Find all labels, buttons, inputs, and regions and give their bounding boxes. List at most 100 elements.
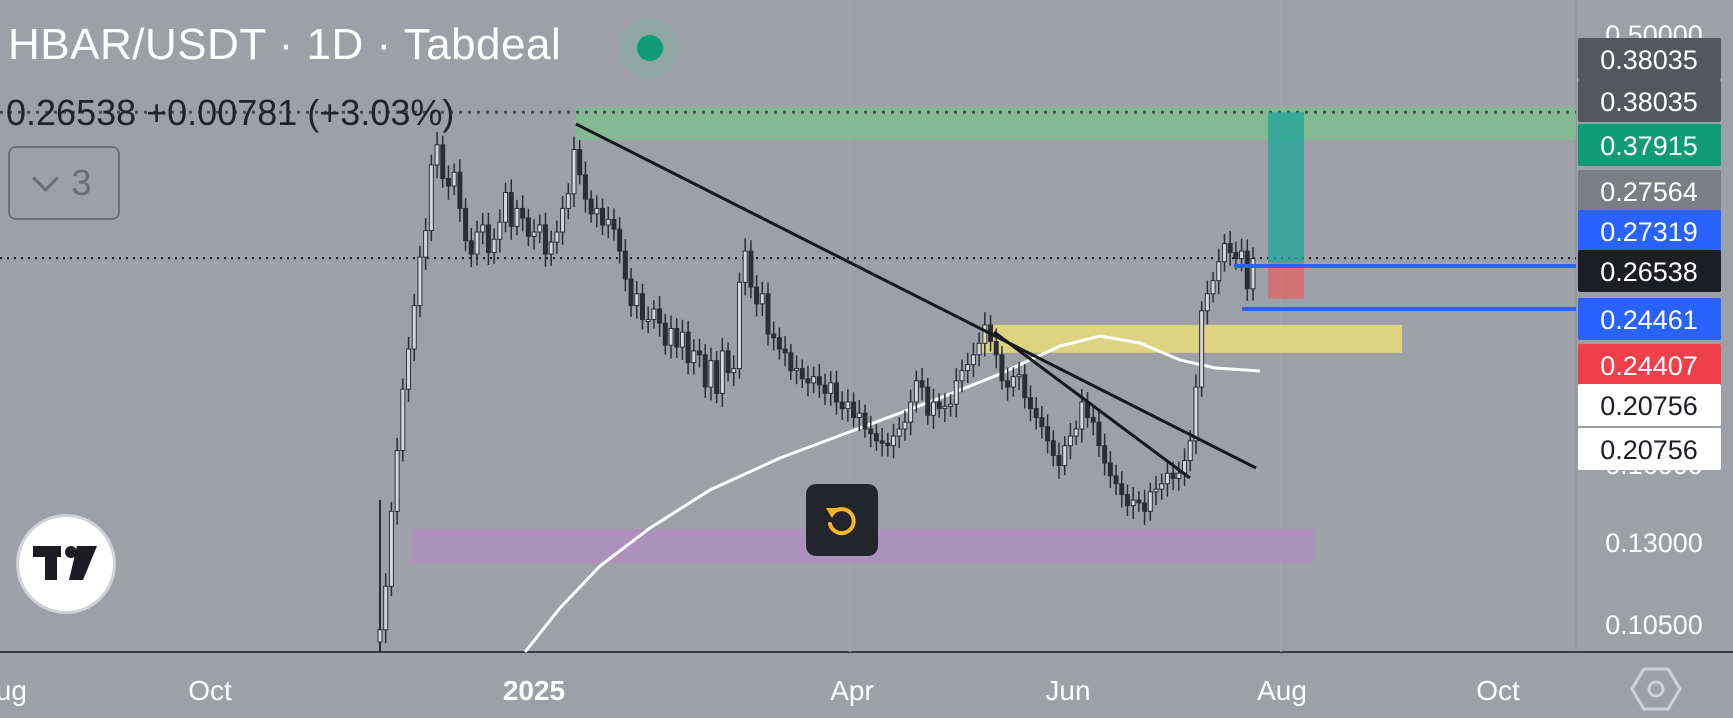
candle [514,199,520,236]
candle [714,351,720,404]
x-tick-label: Aug [1257,675,1307,706]
candle [1124,484,1130,516]
candle [440,135,446,188]
candle [1113,464,1119,496]
candle [383,573,389,644]
candle [1164,460,1170,497]
candle [674,318,680,358]
candle [474,220,480,266]
position-tool [1268,112,1304,299]
candle [1102,433,1108,476]
candle [617,217,623,264]
candle [1193,374,1199,455]
candle [794,355,800,385]
x-tick-label: Oct [188,675,232,706]
candle [685,320,691,375]
y-tick-label: 0.13000 [1605,528,1703,558]
chevron-down-icon [32,164,60,192]
candle [851,392,857,428]
svg-text:0.26538: 0.26538 [1600,257,1698,287]
candle [571,136,577,208]
svg-text:0.37915: 0.37915 [1600,131,1698,161]
candle [560,196,566,245]
y-tick-label: 0.10500 [1605,610,1703,640]
svg-text:0.27319: 0.27319 [1600,217,1698,247]
candle [525,208,531,247]
x-axis: Aug Oct 2025 Apr Jun Aug Oct [0,675,1520,706]
candle [1045,414,1051,454]
candle [948,394,954,417]
candle [856,399,862,432]
reset-chart-button[interactable] [806,484,878,556]
candle [508,179,514,240]
candle [480,213,486,245]
candle [639,283,645,330]
candle [691,339,697,375]
candle [1005,367,1011,401]
candle [537,214,543,243]
candle [668,315,674,359]
candle [1204,280,1210,325]
svg-text:0.27564: 0.27564 [1600,177,1698,207]
candle [463,198,469,252]
hexagon-settings-icon [1630,667,1682,711]
candle [976,332,982,367]
candle [377,621,383,651]
chart-settings-button[interactable] [1630,665,1682,713]
candle [485,212,491,266]
tradingview-logo-icon[interactable] [16,514,116,614]
price-label-gray-dark: 0.38035 [1578,80,1721,122]
candle [828,371,834,406]
candle [776,327,782,360]
candle [542,212,548,267]
candle [417,245,423,318]
svg-text:0.24407: 0.24407 [1600,351,1698,381]
price-label-gray-dark: 0.38035 [1578,38,1721,80]
candle [565,183,571,220]
trendline [993,330,1191,480]
moving-average [523,334,1261,653]
price-change: 0.26538 +0.00781 (+3.03%) [6,92,455,133]
candle [811,366,817,394]
candle [1096,411,1102,457]
candle [1199,301,1205,397]
candle [605,206,611,239]
candle [873,424,879,451]
candle [554,220,560,255]
candle [1187,430,1193,472]
x-tick-label: Apr [830,675,874,706]
candle [1221,233,1227,272]
svg-text:0.20756: 0.20756 [1600,435,1698,465]
candle [679,319,685,360]
candle [645,306,651,334]
candle [594,195,600,228]
candle [896,417,902,449]
price-label-white: 0.20756 [1578,428,1721,470]
candle [1159,473,1165,500]
candle [959,359,965,393]
status-dot-core [637,35,663,61]
candle [491,228,497,264]
collapse-indicators-button[interactable]: 3 [8,146,120,220]
candle [919,367,925,401]
zone-resistance [576,107,1576,141]
x-tick-label: 2025 [503,675,565,706]
candle [651,300,657,329]
candle [868,415,874,448]
candle [428,154,434,242]
candle [982,312,988,357]
candle [782,336,788,367]
candle [862,404,868,438]
candle [497,209,503,253]
price-label-green: 0.37915 [1578,124,1721,166]
candle [434,131,440,179]
candle [1062,436,1068,476]
candle [902,410,908,441]
candle [588,190,594,223]
candle [1022,364,1028,409]
candle [411,293,417,362]
candle [611,208,617,241]
candle [1216,248,1222,295]
candle [697,338,703,368]
